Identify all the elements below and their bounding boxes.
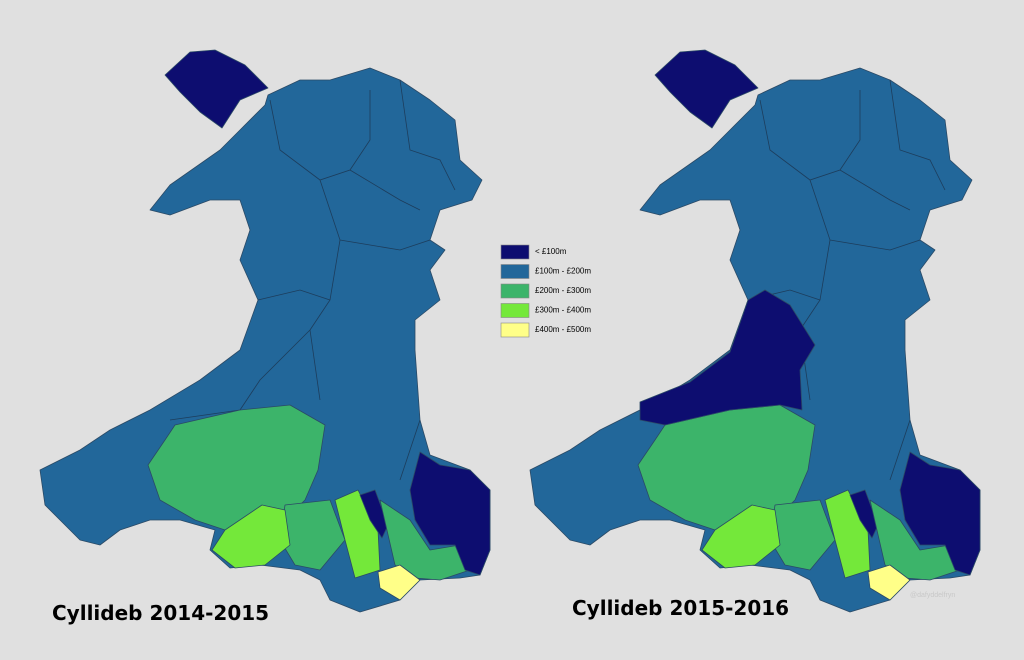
map: Cyllideb 2015-2016 @dafyddelfryn — [529, 49, 981, 620]
legend-label: £100m - £200m — [535, 267, 591, 276]
legend-label: £400m - £500m — [535, 325, 591, 334]
map-title: Cyllideb 2015-2016 — [572, 596, 789, 620]
legend: < £100m £100m - £200m £200m - £300m £300m -… — [500, 244, 591, 338]
legend-swatch — [500, 244, 530, 260]
watermark: @dafyddelfryn — [910, 592, 955, 599]
map: Cyllideb 2014-2015 — [39, 49, 491, 625]
legend-label: £300m - £400m — [535, 306, 591, 315]
legend-swatch — [500, 322, 530, 338]
legend-swatch — [500, 264, 530, 279]
map-title: Cyllideb 2014-2015 — [52, 601, 269, 625]
legend-label: £200m - £300m — [535, 286, 591, 295]
legend-label: < £100m — [535, 247, 567, 256]
map-shape — [39, 49, 491, 613]
legend-swatch — [500, 283, 530, 299]
region-ceredigion — [639, 289, 816, 426]
legend-swatch — [500, 303, 530, 318]
